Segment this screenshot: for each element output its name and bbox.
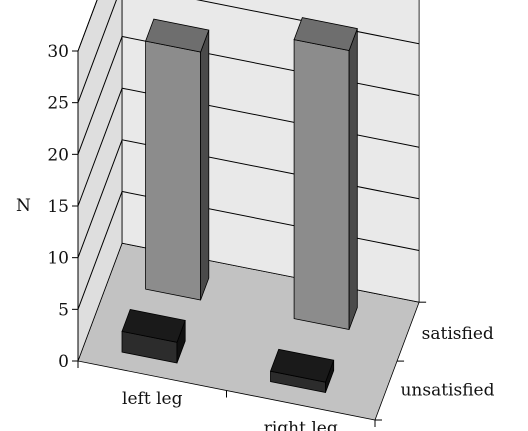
y-axis-title: N <box>16 196 31 216</box>
depth-label: satisfied <box>422 324 494 344</box>
bar-side-face <box>200 29 210 301</box>
y-tick-label: 5 <box>58 300 69 320</box>
bar-unsatisfied-right-leg <box>269 348 335 393</box>
bar-top-face <box>293 17 358 51</box>
bar-satisfied-right-leg <box>293 17 358 330</box>
y-tick-label: 25 <box>47 94 69 114</box>
y-tick-label: 15 <box>47 197 69 217</box>
y-tick-label: 30 <box>47 42 69 62</box>
bar-satisfied-left-leg <box>145 18 210 301</box>
y-tick-label: 10 <box>47 249 69 269</box>
bar-unsatisfied-left-leg <box>121 309 186 364</box>
bar-top-face <box>145 18 210 53</box>
depth-label: unsatisfied <box>400 380 494 400</box>
bar-side-face <box>348 28 358 330</box>
bar-front-face <box>145 40 202 301</box>
axes <box>72 50 427 427</box>
category-label: right leg <box>264 418 338 431</box>
bar-top-face <box>269 348 335 383</box>
bars <box>121 17 358 393</box>
y-tick-label: 0 <box>58 352 69 372</box>
gridline <box>77 0 98 52</box>
category-label: left leg <box>122 389 183 409</box>
bar-top-face <box>121 309 186 343</box>
y-tick-label: 20 <box>47 145 69 165</box>
labels: 0 5 10 15 20 25 30 left leg right leg satisfied un… <box>47 42 494 431</box>
bar-front-face <box>293 39 350 330</box>
chart-walls <box>77 0 420 421</box>
